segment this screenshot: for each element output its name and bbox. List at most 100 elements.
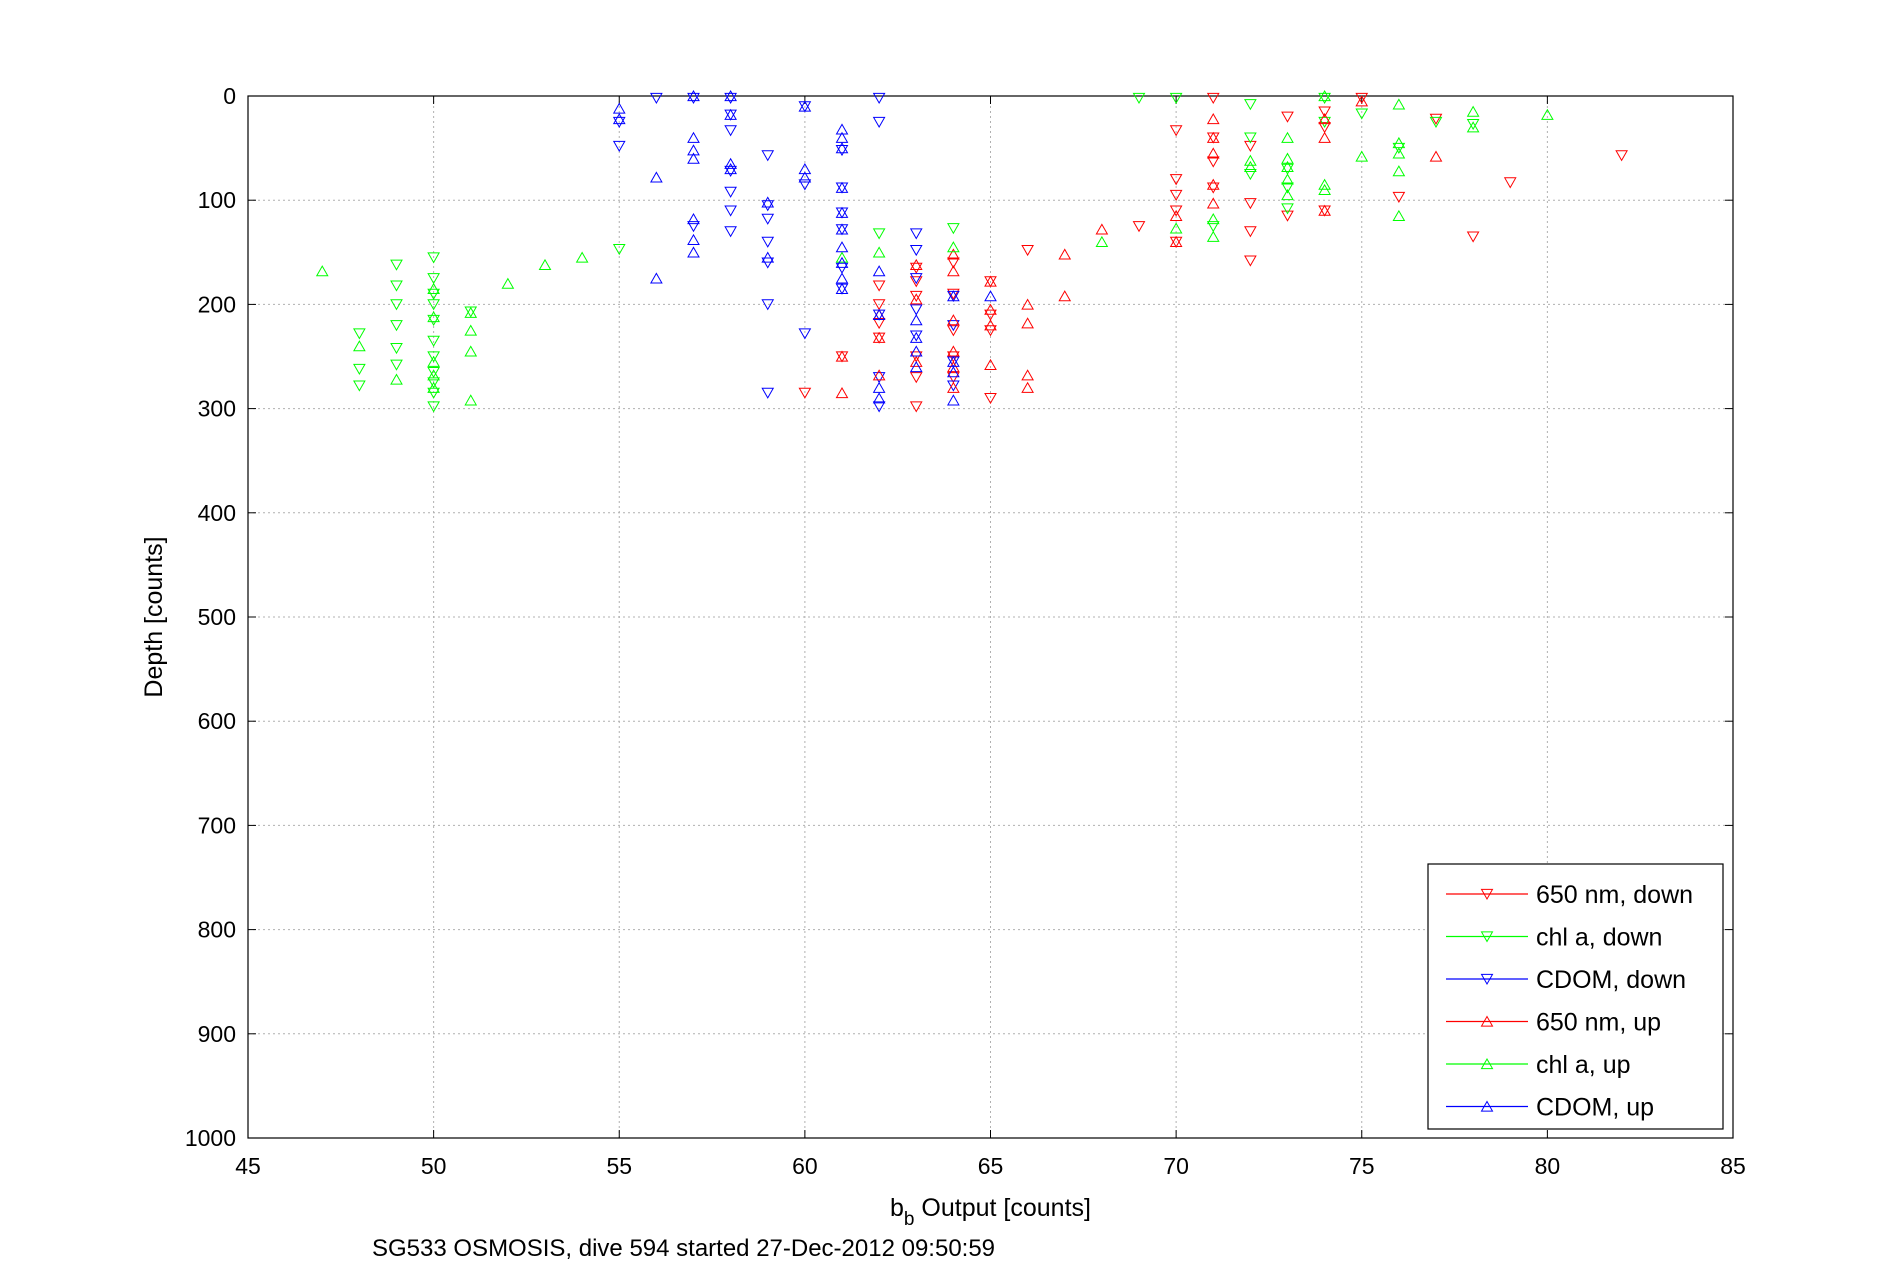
data-point [650,92,663,105]
data-point [1058,248,1072,260]
data-point [1318,116,1331,129]
data-point [1281,163,1294,175]
legend-entries: 650 nm, down chl a, down CDOM, down 650 nm,… [1446,881,1693,1122]
data-point [1281,160,1294,173]
data-point [1244,226,1257,238]
series-0 [798,92,1628,413]
legend-entry-4: chl a, up [1446,1051,1631,1079]
data-point [427,366,440,379]
data-point [909,330,923,342]
data-point [612,112,626,125]
y-tick-label: 700 [198,812,236,838]
data-point [872,246,886,258]
data-point [872,116,886,129]
data-point [353,380,366,392]
x-tick-label: 50 [421,1153,447,1179]
data-point [909,245,923,257]
data-point [1392,209,1406,222]
data-point [1021,317,1034,329]
data-point [1318,178,1331,190]
data-point [687,212,700,225]
y-tick-label: 900 [198,1021,236,1047]
data-point [464,306,478,318]
data-points [315,90,1628,413]
data-point [1355,95,1369,107]
data-point [947,290,960,302]
data-point [1281,189,1294,201]
legend-label: CDOM, down [1536,966,1686,994]
data-point [1058,290,1072,302]
data-point [909,360,923,373]
data-point [1318,106,1331,118]
data-point [872,372,886,384]
data-point [315,265,329,277]
data-point [947,288,960,300]
data-point [724,186,737,198]
data-point [427,273,440,285]
data-point [650,171,663,183]
data-point [724,226,737,238]
data-point [1466,118,1480,131]
data-point [427,288,440,300]
x-tick-label: 45 [235,1153,261,1179]
data-point [909,351,923,363]
x-tick-label: 75 [1349,1153,1375,1179]
data-point [390,342,403,355]
data-point [427,299,440,311]
data-point [1244,132,1257,144]
data-point [1281,152,1294,164]
data-point [1132,92,1146,105]
data-point [427,314,440,326]
data-point [984,290,997,302]
data-point [1281,111,1294,123]
data-point [872,392,886,404]
data-point [1318,131,1331,143]
data-point [909,293,923,305]
legend-label: 650 nm, up [1536,1009,1661,1037]
x-tick-label: 80 [1535,1153,1561,1179]
data-point [390,373,403,385]
data-point [1244,160,1257,173]
series-4 [315,90,1554,406]
legend-marker [1480,888,1494,900]
data-point [1318,204,1331,216]
data-point [761,150,775,162]
data-point [1206,147,1220,159]
data-point [390,359,403,371]
chart-caption: SG533 OSMOSIS, dive 594 started 27-Dec-2… [372,1235,995,1262]
data-point [947,257,960,269]
data-point [1169,235,1183,248]
data-point [947,380,960,392]
data-point [1392,191,1406,204]
data-point [1281,210,1294,222]
legend: 650 nm, down chl a, down CDOM, down 650 nm,… [1427,863,1724,1130]
data-point [724,90,737,102]
data-point [353,340,366,352]
data-point [612,116,626,129]
data-point [835,223,849,235]
legend-label: chl a, up [1536,1051,1631,1079]
data-point [947,394,960,406]
x-tick-label: 55 [606,1153,632,1179]
data-point [1206,112,1220,125]
data-point [872,369,886,381]
data-point [761,196,775,208]
data-point [835,282,849,294]
x-tick-label: 70 [1163,1153,1189,1179]
data-point [947,314,960,326]
data-point [724,165,737,177]
data-point [835,181,849,193]
y-tick-label: 1000 [185,1125,236,1151]
data-point [984,393,997,405]
data-point [835,262,849,274]
data-point [1355,92,1369,105]
data-point [1281,173,1294,185]
legend-marker [1480,1058,1494,1070]
data-point [1466,231,1480,243]
data-point [1021,381,1034,393]
series-5 [612,90,997,406]
data-point [1466,105,1480,117]
y-tick-label: 100 [198,187,236,213]
data-point [835,206,849,218]
data-point [947,381,960,393]
